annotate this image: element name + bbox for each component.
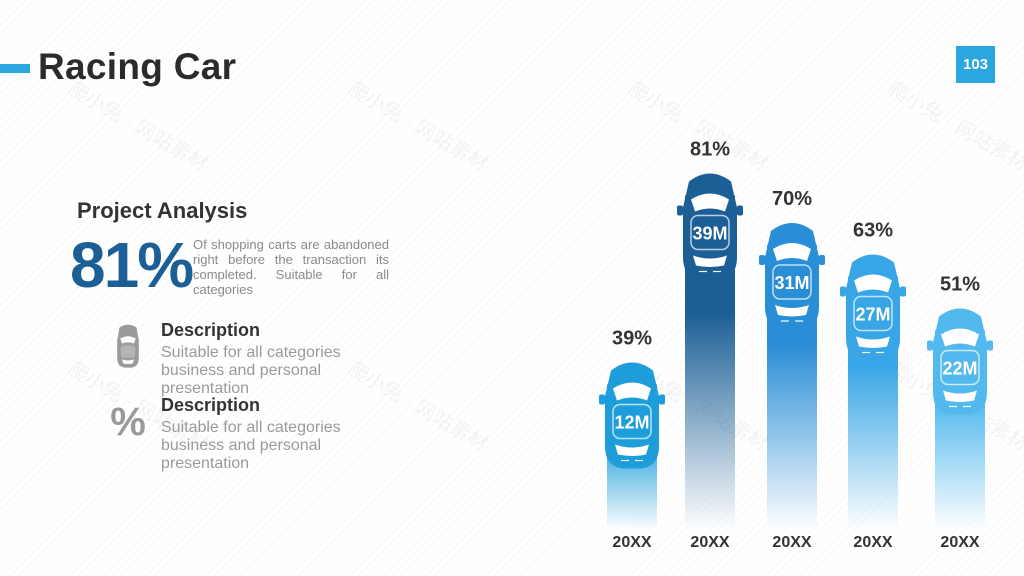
category-label: 20XX [853,534,892,551]
category-label: 20XX [690,534,729,551]
category-label: 20XX [772,534,811,551]
car-icon [599,362,665,469]
bar-value-label: 63% [853,220,893,242]
description-body: Suitable for all categories business and… [161,344,341,397]
analysis-heading: Project Analysis [77,198,248,223]
car-icon [108,322,148,370]
category-label: 20XX [940,534,979,551]
bar-inner-label: 31M [774,273,809,293]
analysis-big-value: 81% [70,229,194,301]
page-number-badge: 103 [956,46,995,83]
percent-icon: % [110,399,146,444]
bar-inner-label: 12M [614,413,649,433]
description-title: Description [161,320,261,340]
car-icon [677,173,743,280]
watermark: 爬小兔 · 网站素材 [63,77,212,176]
bar-inner-label: 39M [692,224,727,244]
bar-chart: 12M 39% 20XX 39M 81% 20XX 31M 70% 20XX 27M 63% 20XX… [599,139,993,551]
category-label: 20XX [612,534,651,551]
watermark: 爬小兔 · 网站素材 [343,77,492,176]
car-icon [840,254,906,361]
bar-value-label: 51% [940,274,980,296]
bar-value-label: 70% [772,188,812,210]
analysis-text: Of shopping carts are abandoned right be… [193,237,389,297]
bar-value-label: 81% [690,139,730,161]
car-icon [759,223,825,329]
bar-inner-label: 22M [942,359,977,379]
page-title: Racing Car [38,46,237,87]
description-title: Description [161,395,261,415]
car-icon [927,308,993,415]
bar-inner-label: 27M [855,305,890,325]
title-accent-bar [0,64,30,73]
bar-value-label: 39% [612,328,652,350]
description-body: Suitable for all categories business and… [161,419,341,472]
